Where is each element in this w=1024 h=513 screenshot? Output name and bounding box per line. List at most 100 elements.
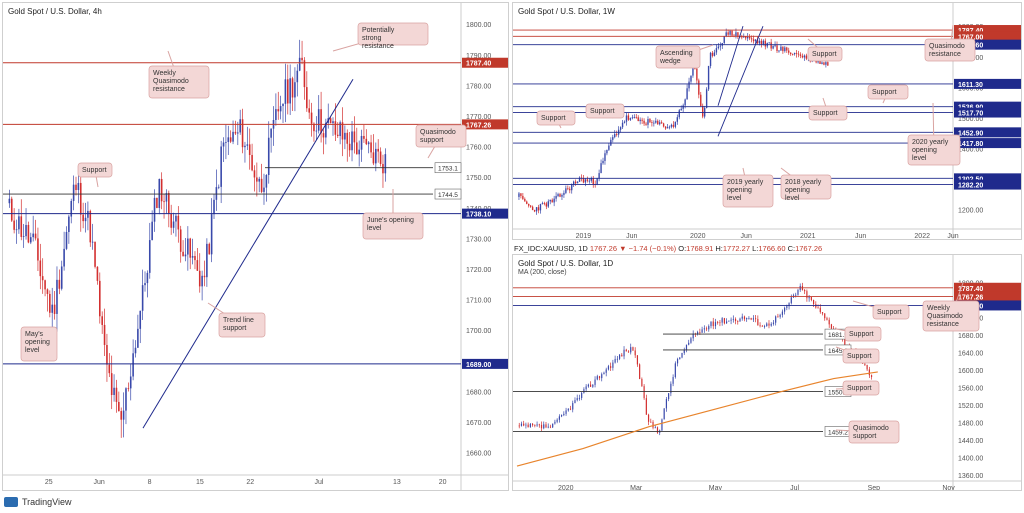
candle-body <box>277 109 280 112</box>
candle-body <box>346 132 349 144</box>
candle-body <box>614 134 616 138</box>
candle-body <box>699 332 701 333</box>
annotation-text: Support <box>813 110 838 117</box>
price-label: 1452.90 <box>958 130 983 137</box>
x-tick-label: Jul <box>315 479 324 486</box>
tradingview-brand[interactable]: TradingView <box>4 497 72 507</box>
x-tick-label: 2020 <box>690 233 706 240</box>
candle-body <box>370 142 372 153</box>
y-tick-label: 1520.00 <box>958 403 983 410</box>
candle-body <box>810 296 812 300</box>
candle-body <box>32 233 34 238</box>
price-label-box <box>954 282 1021 293</box>
price-label: 1689.00 <box>466 362 491 369</box>
candle-body <box>547 201 549 207</box>
price-label-box <box>954 107 1021 118</box>
candle-body <box>99 280 101 317</box>
candle-body <box>795 294 797 296</box>
price-label-box <box>954 179 1021 190</box>
annotation-text: resistance <box>927 321 959 328</box>
price-label: 1738.10 <box>466 212 491 219</box>
ohlc-high: 1772.27 <box>722 244 751 253</box>
candle-body <box>746 36 749 39</box>
candle-body <box>661 419 663 431</box>
annotation-bubble <box>842 348 880 364</box>
candle-body <box>743 316 746 320</box>
annotation-bubble <box>218 312 266 338</box>
candle-body <box>761 325 763 327</box>
candle-body <box>670 383 672 394</box>
chart-panel-1w[interactable]: Gold Spot / U.S. Dollar, 1W 1200.001300.… <box>512 2 1022 240</box>
candle-body <box>610 366 612 368</box>
candle-body <box>864 363 866 365</box>
x-tick-label: Jun <box>626 233 637 240</box>
candle-body <box>619 127 622 130</box>
candle-body <box>645 123 647 125</box>
x-tick-label: 22 <box>246 479 254 486</box>
y-tick-label: 1200.00 <box>958 208 983 215</box>
chart-panel-4h[interactable]: Gold Spot / U.S. Dollar, 4h 1660.00 1670.… <box>2 2 509 491</box>
price-label-box <box>462 358 508 369</box>
candle-body <box>89 210 92 243</box>
candle-body <box>353 131 356 143</box>
candle-body <box>653 122 655 124</box>
candle-body <box>868 369 870 376</box>
candle-body <box>129 376 132 389</box>
candle-body <box>239 119 241 133</box>
annotation-bubble <box>844 326 882 342</box>
candle-body <box>379 151 382 164</box>
candle-body <box>649 119 651 123</box>
ohlc-close-label: C: <box>787 244 796 253</box>
candle-body <box>363 135 365 139</box>
candle-body <box>723 35 725 43</box>
annotation-text: opening <box>912 147 937 154</box>
candle-body <box>601 374 603 379</box>
candle-body <box>15 229 18 231</box>
candle-body <box>756 39 759 44</box>
ohlc-open-label: O: <box>678 244 687 253</box>
candle-body <box>317 109 320 131</box>
candle-body <box>803 55 806 58</box>
candle-body <box>692 333 694 339</box>
candle-body <box>182 251 184 257</box>
candle-body <box>198 270 201 287</box>
candle-body <box>824 313 826 319</box>
candle-body <box>22 236 25 237</box>
candle-body <box>819 59 821 65</box>
candle-body <box>339 122 341 137</box>
chart-subtitle-1d: MA (200, close) <box>518 269 567 276</box>
candle-body <box>764 40 766 47</box>
y-tick-label: 1640.00 <box>958 350 983 357</box>
ma-200-line <box>516 371 878 467</box>
candle-body <box>220 146 222 187</box>
chart-svg-1w[interactable]: 1200.001300.001400.001500.001600.001700.… <box>513 3 1022 240</box>
candle-body <box>584 179 587 183</box>
annotation-text: level <box>912 155 927 162</box>
candle-body <box>656 427 659 433</box>
candle-body <box>779 314 781 317</box>
candle-body <box>780 46 782 51</box>
candle-body <box>778 50 780 52</box>
price-label: 1787.40 <box>958 286 983 293</box>
x-tick-label: Jun <box>947 233 958 240</box>
candle-body <box>760 40 763 45</box>
chart-title-4h: Gold Spot / U.S. Dollar, 4h <box>8 7 102 16</box>
candle-body <box>532 423 534 426</box>
annotation-text: Support <box>82 167 107 174</box>
chart-panel-1d[interactable]: Gold Spot / U.S. Dollar, 1D MA (200, clo… <box>512 254 1022 491</box>
candle-body <box>79 182 82 215</box>
annotation-text: Support <box>812 51 837 58</box>
candle-body <box>260 178 263 192</box>
candle-body <box>310 112 313 124</box>
candle-body <box>717 322 719 323</box>
annotation-bubble <box>357 22 429 46</box>
y-tick-label: 1600.00 <box>958 368 983 375</box>
candle-body <box>569 188 571 191</box>
chart-svg-4h[interactable]: 1660.001670.001680.001690.001700.001710.… <box>3 3 509 491</box>
chart-svg-1d[interactable]: 1360.00 1400.00 1440.00 1480.00 1520.00 1560.… <box>513 255 1022 491</box>
price-label: 1767.26 <box>466 122 491 129</box>
candle-body <box>777 316 779 318</box>
annotation-bubble <box>655 45 701 69</box>
candle-body <box>866 364 868 370</box>
candle-body <box>726 321 728 324</box>
